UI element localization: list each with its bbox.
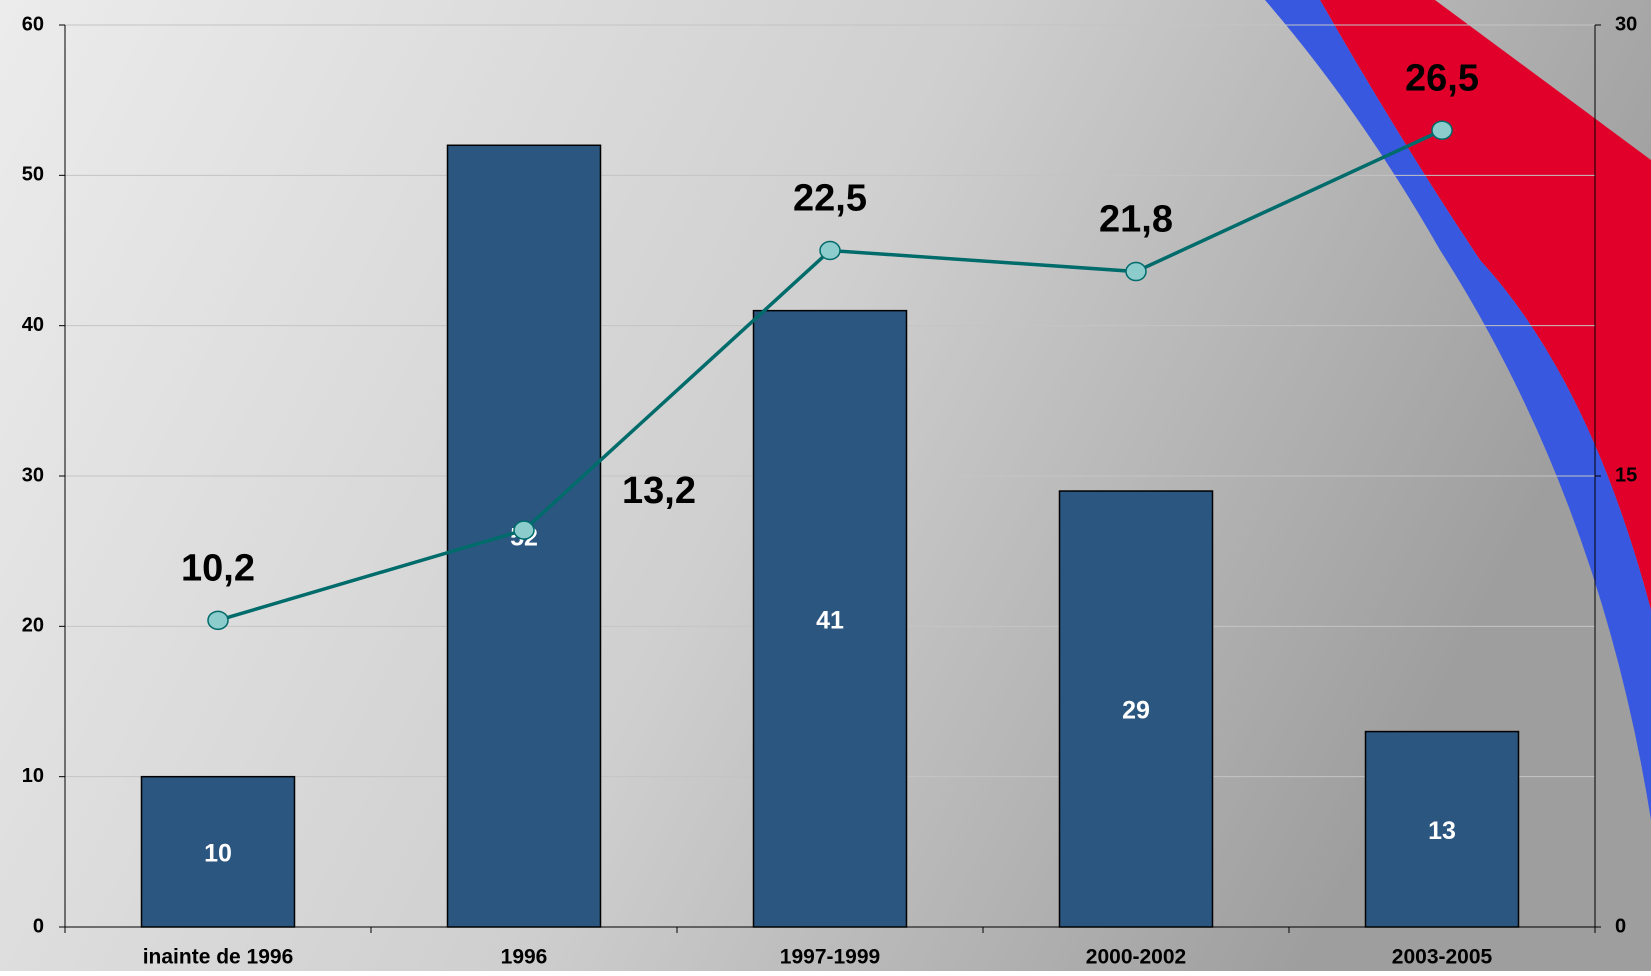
- decor-blue: [1265, 0, 1651, 820]
- y2-tick-label: 30: [1615, 13, 1637, 35]
- line-marker: [819, 240, 841, 261]
- x-tick-label: 1996: [501, 946, 548, 969]
- decor-red: [1320, 0, 1651, 610]
- y-tick-label: 30: [22, 464, 44, 486]
- y2-tick-label: 15: [1615, 464, 1637, 486]
- bar: [140, 775, 296, 928]
- bar-value-label: 41: [816, 606, 844, 634]
- line-marker: [513, 520, 535, 540]
- bar-value-label: 13: [1428, 817, 1456, 845]
- bar: [1058, 490, 1214, 928]
- line-value-label: 26,5: [1405, 57, 1479, 99]
- x-tick-label: 2000-2002: [1086, 946, 1186, 969]
- y-tick-label: 20: [22, 615, 44, 637]
- bar: [752, 309, 908, 928]
- line-value-label: 21,8: [1099, 199, 1173, 241]
- x-tick-label: 2003-2005: [1392, 946, 1493, 969]
- y-tick-label: 10: [22, 765, 44, 787]
- line-marker: [1431, 120, 1453, 140]
- bar: [1364, 730, 1520, 928]
- line-marker: [1125, 261, 1147, 282]
- x-tick-label: inainte de 1996: [143, 946, 294, 969]
- bar-value-label: 10: [204, 839, 232, 867]
- line-marker: [207, 610, 229, 631]
- y-tick-label: 40: [22, 314, 44, 336]
- line-value-label: 22,5: [793, 178, 867, 220]
- y-tick-label: 50: [22, 164, 44, 186]
- x-tick-label: 1997-1999: [780, 946, 880, 969]
- y-tick-label: 60: [22, 13, 44, 35]
- line-value-label: 10,2: [181, 547, 255, 589]
- y2-tick-label: 0: [1615, 915, 1626, 937]
- y-tick-label: 0: [33, 915, 44, 937]
- line-value-label: 13,2: [622, 470, 696, 512]
- bar-value-label: 29: [1122, 697, 1150, 725]
